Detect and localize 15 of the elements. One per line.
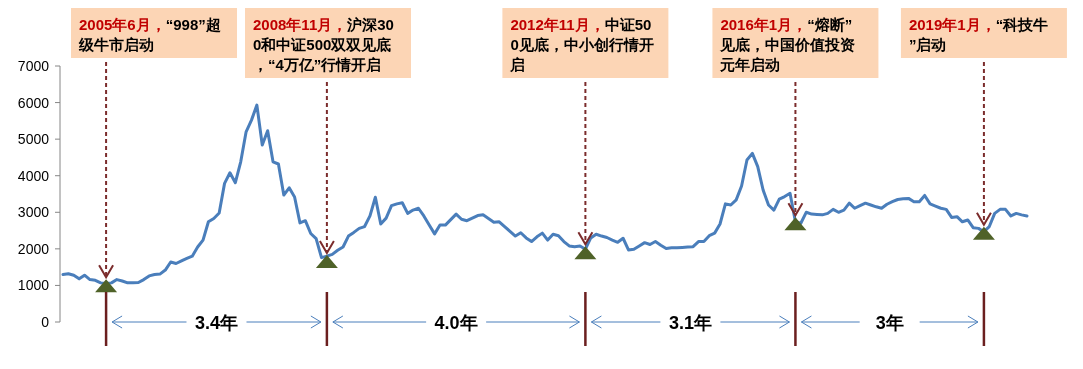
y-tick-label: 7000	[17, 58, 50, 74]
y-tick-label: 6000	[17, 94, 50, 111]
annotation: 2012年11月，中证500见底，中小创行情开启	[509, 16, 654, 73]
y-tick-label: 3000	[17, 204, 50, 221]
annotation: 3.4年	[194, 313, 238, 333]
annotation: 2016年1月，“熔断”见底，中国价值投资元年启动	[719, 16, 856, 73]
y-tick-label: 4000	[17, 167, 50, 184]
annotation: 4.0年	[434, 313, 478, 333]
annotation: 2008年11月，沪深300和中证500双双见底，“4万亿”行情开启	[253, 16, 394, 73]
y-tick-label: 0	[41, 314, 50, 330]
annotation: 3.1年	[668, 313, 712, 333]
y-tick-label: 2000	[17, 240, 50, 257]
y-tick-label: 5000	[17, 131, 50, 148]
annotation: 3年	[875, 313, 904, 333]
y-tick-label: 1000	[17, 277, 50, 294]
